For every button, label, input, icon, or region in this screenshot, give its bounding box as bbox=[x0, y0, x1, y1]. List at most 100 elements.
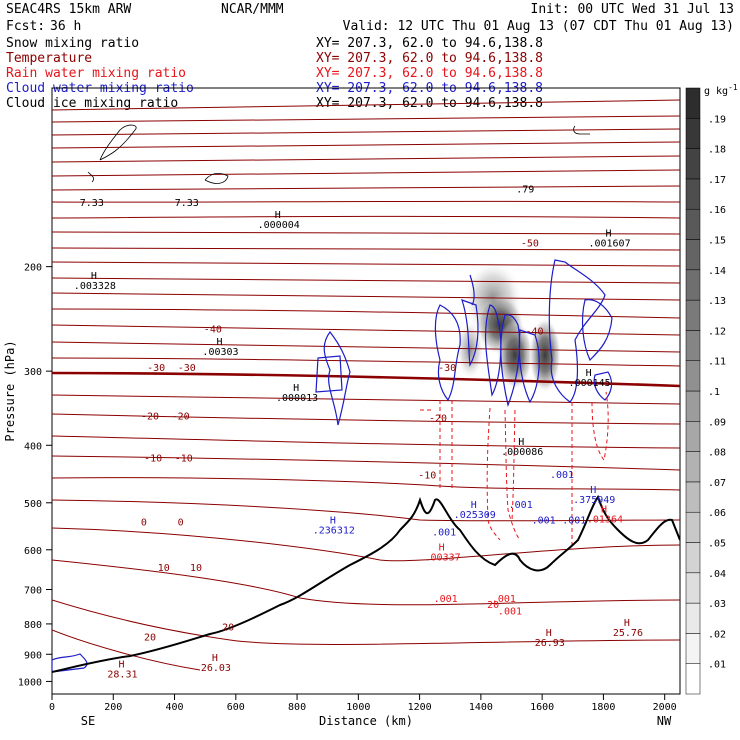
colorbar-tick-label: .07 bbox=[708, 478, 726, 489]
x-axis-label: Distance (km) bbox=[319, 714, 413, 728]
colorbar-segment bbox=[685, 87, 701, 119]
cloud-water-max-label: .375949 bbox=[573, 495, 615, 506]
snow-contour-line bbox=[573, 125, 590, 135]
rain-max-label-marker: H bbox=[439, 542, 445, 553]
field-name-snow: Snow mixing ratio bbox=[6, 36, 139, 51]
isotherm-line bbox=[52, 499, 680, 522]
snow-contour-line bbox=[204, 172, 229, 184]
isotherm-label: -20 bbox=[172, 412, 190, 423]
colorbar-tick-label: .12 bbox=[708, 326, 726, 337]
isotherm-line bbox=[52, 247, 680, 251]
isotherm-line bbox=[52, 231, 680, 235]
colorbar-unit: g kg-1 bbox=[704, 83, 738, 97]
rain-contour-label: 20 bbox=[487, 600, 499, 611]
x-tick-label: 600 bbox=[227, 702, 245, 713]
rain-contours bbox=[420, 391, 609, 545]
y-tick-label: 900 bbox=[24, 650, 42, 661]
isotherm-line bbox=[52, 371, 680, 388]
rain-max-label: .00337 bbox=[425, 552, 461, 563]
cloud-water-line bbox=[593, 371, 613, 401]
x-tick-label: 200 bbox=[104, 702, 122, 713]
field-name-rain: Rain water mixing ratio bbox=[6, 66, 186, 81]
rain-contour-label: .001 bbox=[492, 594, 516, 605]
snow-max-label-marker: H bbox=[216, 337, 222, 348]
isotherm-line bbox=[52, 141, 680, 149]
cloud-water-contour-label: .001 bbox=[532, 516, 556, 527]
cloud-water-line bbox=[315, 355, 343, 393]
isotherm-line bbox=[52, 115, 680, 123]
field-xy-rain: XY= 207.3, 62.0 to 94.6,138.8 bbox=[316, 66, 543, 81]
rain-contour-label: .001 bbox=[434, 594, 458, 605]
cloud-water-max-label: .025309 bbox=[454, 510, 496, 521]
snow-contour-line bbox=[87, 171, 95, 183]
ice-max-label: .000086 bbox=[501, 447, 543, 458]
forecast-value: 36 h bbox=[50, 19, 81, 34]
snow-max-label-marker: H bbox=[91, 271, 97, 282]
isotherm-label: -10 bbox=[175, 454, 193, 465]
colorbar-segment bbox=[685, 421, 701, 452]
y-tick-label: 600 bbox=[24, 546, 42, 557]
temperature-max-label: 26.03 bbox=[201, 663, 231, 674]
field-legend: Snow mixing ratio Temperature Rain water… bbox=[6, 36, 543, 111]
cloud-water-max-label: .236312 bbox=[313, 525, 355, 536]
colorbar-tick-label: .05 bbox=[708, 539, 726, 550]
ice-max-label-marker: H bbox=[518, 437, 524, 448]
snow-blob bbox=[497, 320, 533, 390]
snow-shading bbox=[456, 260, 561, 393]
model-title: SEAC4RS 15km ARW bbox=[6, 2, 131, 17]
isotherm-line bbox=[52, 215, 680, 219]
isotherm-label: 0 bbox=[178, 517, 184, 528]
cloud-water-contour-label: .001 bbox=[550, 470, 574, 481]
forecast-label: Fcst: bbox=[6, 19, 45, 34]
snow-max-label-marker: H bbox=[606, 229, 612, 240]
y-tick-label: 300 bbox=[24, 367, 42, 378]
rain-max-label-marker: H bbox=[601, 505, 607, 516]
y-axis: 200 300 400 500 600 700 800 900 1000 bbox=[18, 263, 52, 688]
isotherm-line bbox=[52, 559, 680, 606]
isotherm-line bbox=[52, 341, 680, 353]
x-tick-label: 1400 bbox=[469, 702, 493, 713]
cloud-water-line bbox=[500, 314, 521, 408]
y-tick-label: 500 bbox=[24, 499, 42, 510]
colorbar-tick-label: .16 bbox=[708, 205, 726, 216]
colorbar-tick-label: .19 bbox=[708, 114, 726, 125]
isotherm-label: 20 bbox=[222, 622, 234, 633]
x-tick-label: 1800 bbox=[591, 702, 615, 713]
snow-blob bbox=[456, 320, 484, 380]
isotherm-label: -30 bbox=[147, 363, 165, 374]
rain-contour-line bbox=[486, 407, 501, 541]
isotherm-label: -40 bbox=[204, 324, 222, 335]
field-xy-temperature: XY= 207.3, 62.0 to 94.6,138.8 bbox=[316, 51, 543, 66]
colorbar-segment bbox=[685, 390, 701, 422]
cloud-water-line bbox=[518, 329, 540, 404]
isotherm-label: 0 bbox=[141, 517, 147, 528]
snow-max-label: .001607 bbox=[588, 239, 630, 250]
plot-frame bbox=[51, 87, 681, 695]
y-tick-label: 400 bbox=[24, 441, 42, 452]
temperature-max-label-marker: H bbox=[546, 628, 552, 639]
cloud-water-line bbox=[548, 259, 606, 403]
isotherm-line bbox=[52, 185, 680, 191]
isotherm-line bbox=[52, 629, 201, 671]
isotherm-label: -30 bbox=[178, 363, 196, 374]
cloud-water-contour-label: .001 bbox=[509, 500, 533, 511]
colorbar-segment bbox=[685, 451, 701, 483]
colorbar-segment bbox=[685, 269, 701, 301]
colorbar-tick-label: .15 bbox=[708, 236, 726, 247]
colorbar-segment bbox=[685, 208, 701, 240]
isotherm-line bbox=[52, 394, 680, 405]
cloud-water-max-label-marker: H bbox=[330, 515, 336, 526]
isotherm-line bbox=[52, 455, 680, 471]
colorbar-tick-label: .13 bbox=[708, 296, 726, 307]
colorbar-tick-label: .02 bbox=[708, 629, 726, 640]
field-name-cloud-ice: Cloud ice mixing ratio bbox=[6, 96, 178, 111]
terrain-line bbox=[52, 494, 680, 673]
isotherm-line bbox=[52, 599, 680, 645]
snow-max-label-marker: H bbox=[586, 368, 592, 379]
colorbar-tick-label: .08 bbox=[708, 448, 726, 459]
x-axis-left-label: SE bbox=[81, 714, 95, 728]
snow-max-label-marker: H bbox=[275, 210, 281, 221]
snow-max-label: .000013 bbox=[276, 393, 318, 404]
contour-labels: -50 -40 -40 -30 -30 -30 -20 -20 -20 -10 -10 -10 0 0 10… bbox=[74, 184, 643, 680]
colorbar-segment bbox=[685, 511, 701, 543]
